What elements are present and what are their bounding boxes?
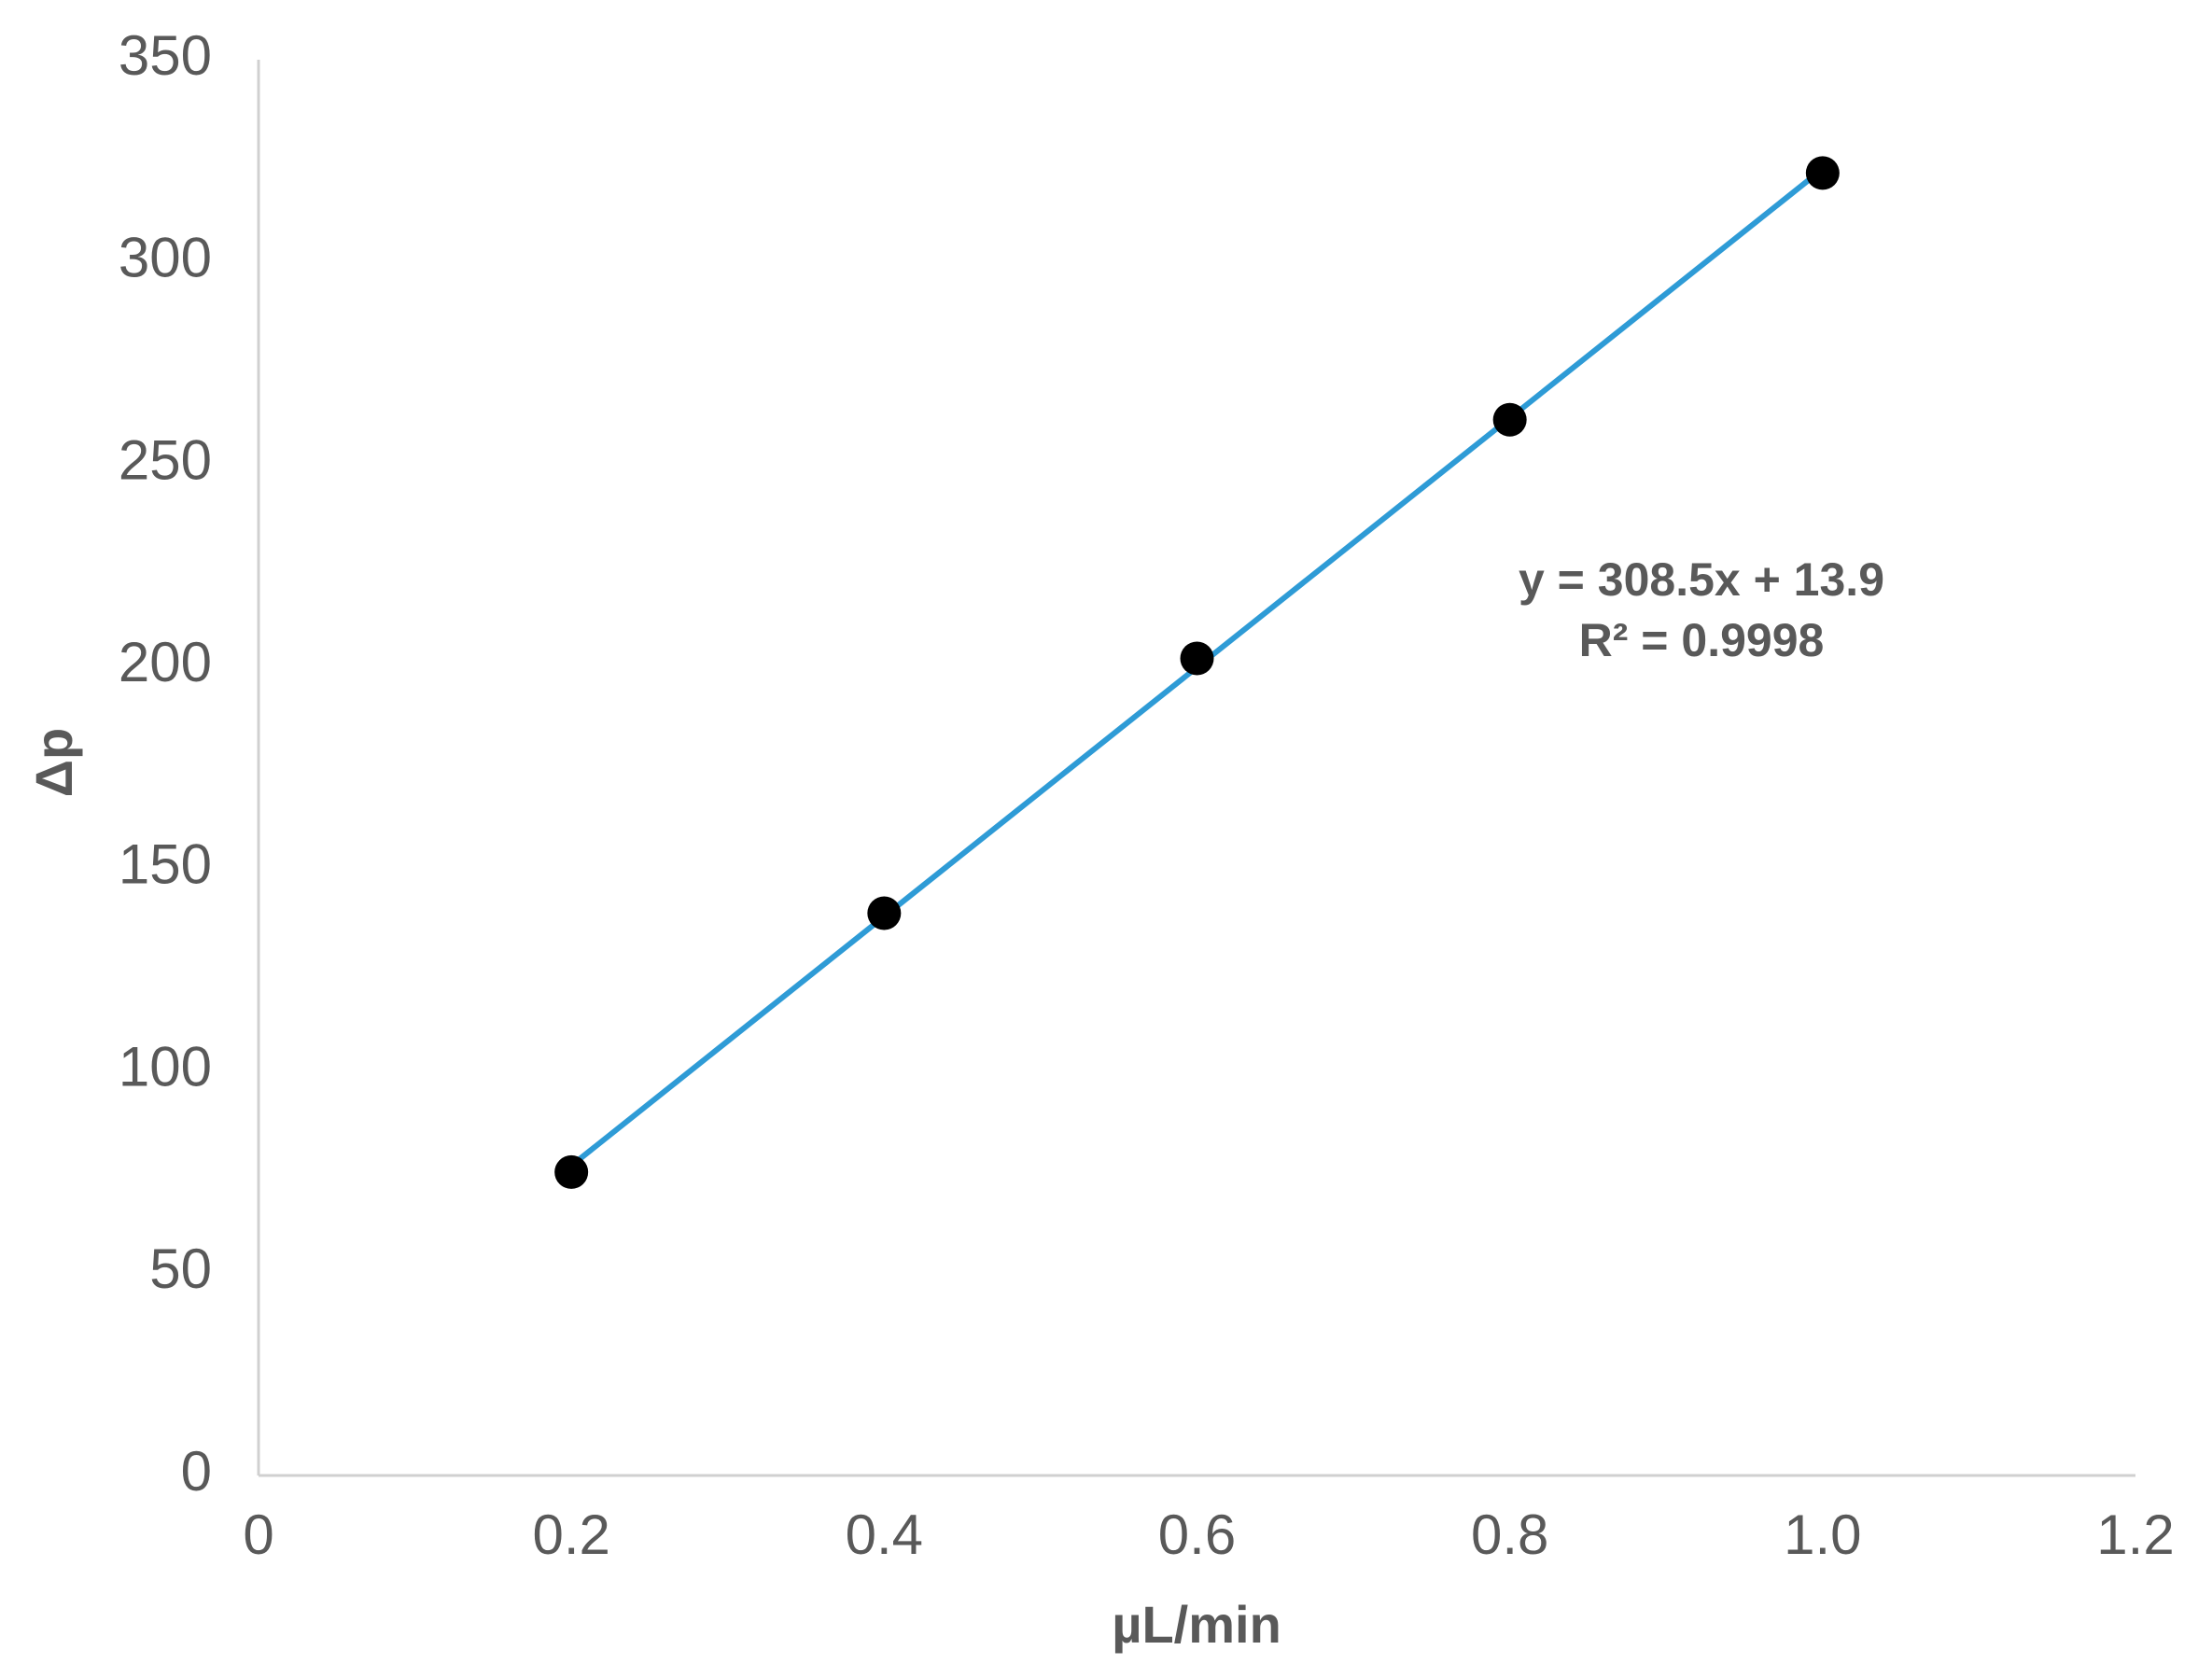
x-axis-title: µL/min (1112, 1595, 1281, 1654)
y-tick-label: 250 (119, 428, 212, 491)
point (867, 896, 902, 930)
x-tick-label: 0.2 (532, 1503, 609, 1566)
x-tick-label: 0.4 (846, 1503, 923, 1566)
x-tick-label: 0.6 (1158, 1503, 1236, 1566)
x-tick-label: 0 (243, 1503, 273, 1566)
annotation: R² = 0.9998 (1579, 614, 1825, 666)
x-tick-label: 0.8 (1471, 1503, 1548, 1566)
y-tick-label: 200 (119, 631, 212, 693)
y-tick-label: 50 (149, 1238, 212, 1300)
x-tick-label: 1.2 (2096, 1503, 2174, 1566)
x-tick-label: 1.0 (1784, 1503, 1861, 1566)
y-axis-title: Δp (24, 728, 83, 797)
point (1180, 641, 1214, 676)
y-tick-label: 150 (119, 833, 212, 896)
annotation: y = 308.5x + 13.9 (1519, 553, 1884, 606)
y-tick-label: 350 (119, 24, 212, 87)
point (1492, 402, 1527, 437)
y-tick-label: 300 (119, 227, 212, 289)
point (1805, 156, 1840, 190)
y-tick-label: 100 (119, 1035, 212, 1098)
y-tick-label: 0 (181, 1440, 212, 1503)
point (554, 1154, 589, 1189)
